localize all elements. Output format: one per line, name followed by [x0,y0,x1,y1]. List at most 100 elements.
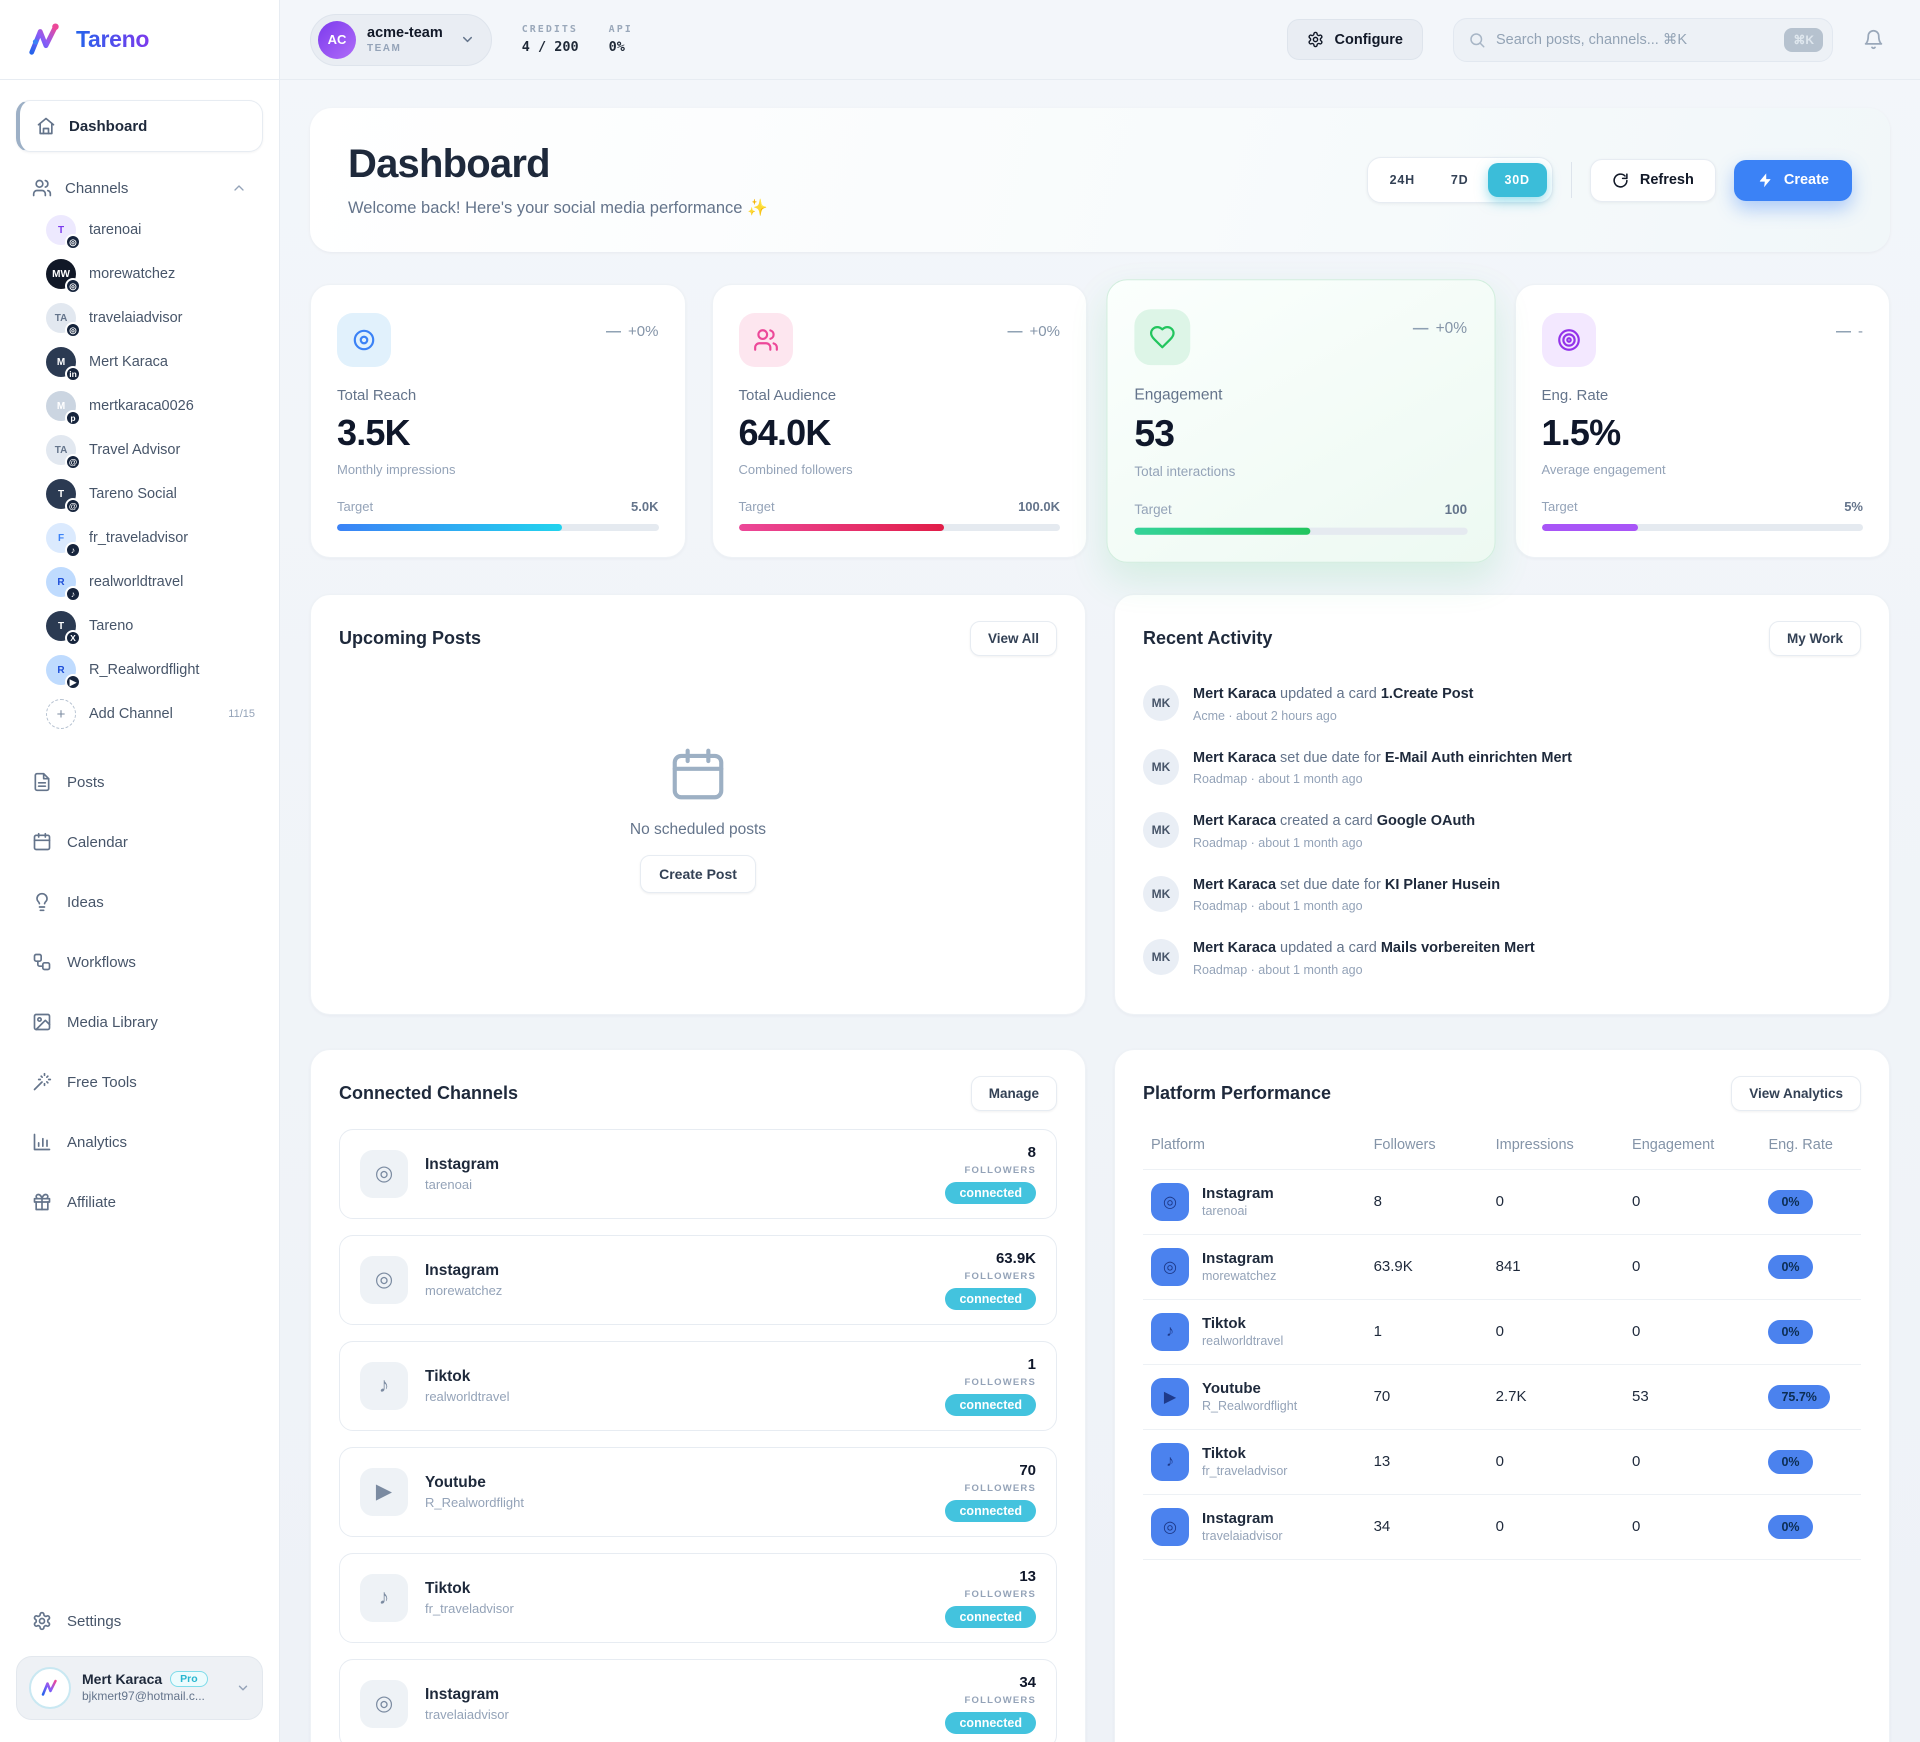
manage-button[interactable]: Manage [970,1075,1057,1111]
sidebar-channel-item[interactable]: T X Tareno [16,604,263,648]
channel-avatar-initials: M [56,400,66,412]
activity-item[interactable]: MK Mert Karaca set due date for KI Plane… [1143,865,1861,925]
table-row[interactable]: ◎ Instagram tarenoai 8 0 0 [1143,1169,1861,1235]
sidebar-channel-item[interactable]: MW ◎ morewatchez [16,252,263,296]
column-header-followers: Followers [1365,1128,1488,1170]
activity-meta: Roadmap · about 1 month ago [1193,962,1363,977]
sidebar-item-workflows[interactable]: Workflows [16,932,263,992]
sidebar-item-affiliate[interactable]: Affiliate [16,1172,263,1232]
platform-name: Youtube [1202,1380,1261,1398]
activity-item[interactable]: MK Mert Karaca updated a card 1.Create P… [1143,674,1861,734]
platform-name: Tiktok [425,1579,471,1597]
activity-item[interactable]: MK Mert Karaca set due date for E-Mail A… [1143,738,1861,798]
add-channel-button[interactable]: + Add Channel 11/15 [16,692,263,736]
target-label: Target [1134,501,1172,518]
my-work-button[interactable]: My Work [1768,621,1861,656]
platform-icon: ♪ [360,1573,408,1622]
connected-channel-row[interactable]: ♪ Tiktok fr_traveladvisor 13 FOLLOWERS c… [339,1552,1057,1643]
recent-activity-title: Recent Activity [1143,628,1273,648]
sidebar-item-analytics[interactable]: Analytics [16,1112,263,1172]
sidebar-item-settings[interactable]: Settings [16,1596,263,1646]
connected-channel-row[interactable]: ◎ Instagram tarenoai 8 FOLLOWERS connect… [339,1128,1057,1219]
user-menu[interactable]: Mert Karaca Pro bjkmert97@hotmail.c... [16,1656,263,1720]
connected-channel-row[interactable]: ◎ Instagram morewatchez 63.9K FOLLOWERS … [339,1234,1057,1325]
stat-card-total-reach: — +0% Total Reach 3.5K Monthly impression… [310,284,686,558]
actor-name: Mert Karaca [1193,876,1277,893]
range-30d-button[interactable]: 30D [1487,163,1547,197]
create-button[interactable]: Create [1733,159,1852,201]
target-label: Target [738,499,775,514]
sidebar-item-label: Dashboard [69,117,148,135]
table-row[interactable]: ◎ Instagram travelaiadvisor 34 0 [1143,1494,1861,1560]
platform-icon: ♪ [360,1361,408,1410]
activity-meta: Acme · about 2 hours ago [1193,708,1337,723]
connected-channel-row[interactable]: ▶ Youtube R_Realwordflight 70 FOLLOWERS … [339,1446,1057,1537]
sidebar-item-ideas[interactable]: Ideas [16,872,263,932]
sidebar-channel-item[interactable]: R ♪ realworldtravel [16,560,263,604]
platform-name: Youtube [425,1473,486,1491]
sidebar-channel-item[interactable]: M p mertkaraca0026 [16,384,263,428]
platform-name: Instagram [425,1685,500,1703]
channels-section-label: Channels [65,179,129,197]
view-all-button[interactable]: View All [969,621,1057,656]
channel-handle: realworldtravel [1202,1334,1284,1349]
configure-button[interactable]: Configure [1286,19,1423,60]
sidebar-channel-item[interactable]: R ▶ R_Realwordflight [16,648,263,692]
bell-icon[interactable] [1863,29,1884,50]
activity-list: MK Mert Karaca updated a card 1.Create P… [1143,674,1861,988]
sidebar-footer: Settings Mert Karaca Pro bjkmert97@hotma… [0,1586,279,1742]
stat-value: 3.5K [337,412,411,453]
sidebar-item-calendar[interactable]: Calendar [16,812,263,872]
dashboard-content: Dashboard Welcome back! Here's your soci… [280,80,1920,1742]
channel-avatar-initials: TA [54,312,68,324]
sidebar-channel-item[interactable]: T @ Tareno Social [16,472,263,516]
engagement-cell: 0 [1624,1429,1761,1495]
sidebar-channel-item[interactable]: T ◎ tarenoai [16,208,263,252]
range-7d-button[interactable]: 7D [1450,173,1469,187]
search-input[interactable] [1496,31,1775,48]
connected-channel-row[interactable]: ♪ Tiktok realworldtravel 1 FOLLOWERS con… [339,1340,1057,1431]
sidebar-channel-item[interactable]: TA @ Travel Advisor [16,428,263,472]
create-post-button[interactable]: Create Post [640,854,756,893]
sidebar-channel-item[interactable]: M in Mert Karaca [16,340,263,384]
channel-handle: R_Realwordflight [425,1494,524,1510]
connected-channels-title: Connected Channels [339,1082,519,1103]
activity-item[interactable]: MK Mert Karaca updated a card Mails vorb… [1143,928,1861,988]
sidebar-section-channels[interactable]: Channels [16,166,263,208]
platform-icon: ◎ [1151,1247,1189,1286]
nav-label: Ideas [67,893,104,911]
team-type-label: TEAM [367,43,402,54]
refresh-button[interactable]: Refresh [1589,158,1716,202]
sidebar-item-media-library[interactable]: Media Library [16,992,263,1052]
stat-subtitle: Average engagement [1541,462,1666,477]
table-row[interactable]: ◎ Instagram morewatchez 63.9K 841 [1143,1234,1861,1300]
tareno-logo-icon [26,21,64,59]
activity-item[interactable]: MK Mert Karaca created a card Google OAu… [1143,801,1861,861]
team-switcher[interactable]: AC acme-team TEAM [310,13,492,66]
view-analytics-button[interactable]: View Analytics [1731,1075,1861,1111]
platform-performance-panel: Platform Performance View Analytics Plat… [1114,1048,1890,1742]
activity-action: set due date for [1280,876,1381,893]
channel-handle: morewatchez [1202,1269,1277,1284]
range-24h-button[interactable]: 24H [1389,173,1415,187]
eng-rate-badge: 0% [1768,1254,1813,1279]
add-channel-label: Add Channel [89,706,173,722]
sidebar-channel-item[interactable]: F ♪ fr_traveladvisor [16,516,263,560]
connected-channel-row[interactable]: ◎ Instagram travelaiadvisor 34 FOLLOWERS… [339,1658,1057,1742]
table-row[interactable]: ♪ Tiktok fr_traveladvisor 13 0 [1143,1429,1861,1495]
channel-handle: tarenoai [1202,1204,1248,1219]
table-row[interactable]: ♪ Tiktok realworldtravel 1 0 0 [1143,1299,1861,1365]
global-search[interactable]: ⌘K [1453,17,1833,62]
platform-name: Instagram [1202,1250,1274,1268]
sidebar-item-posts[interactable]: Posts [16,752,263,812]
followers-label: FOLLOWERS [964,1376,1036,1388]
sidebar-channel-item[interactable]: TA ◎ travelaiadvisor [16,296,263,340]
column-header-platform: Platform [1143,1128,1366,1170]
sidebar-nav: Dashboard Channels T ◎ tarenoai [0,80,279,1586]
sidebar-item-dashboard[interactable]: Dashboard [16,100,263,152]
sidebar-item-free-tools[interactable]: Free Tools [16,1052,263,1112]
platform-badge-icon: ♪ [65,586,81,602]
platform-name: Instagram [1202,1185,1274,1203]
platform-badge-icon: @ [65,498,81,514]
table-row[interactable]: ▶ Youtube R_Realwordflight 70 2.7K [1143,1364,1861,1430]
